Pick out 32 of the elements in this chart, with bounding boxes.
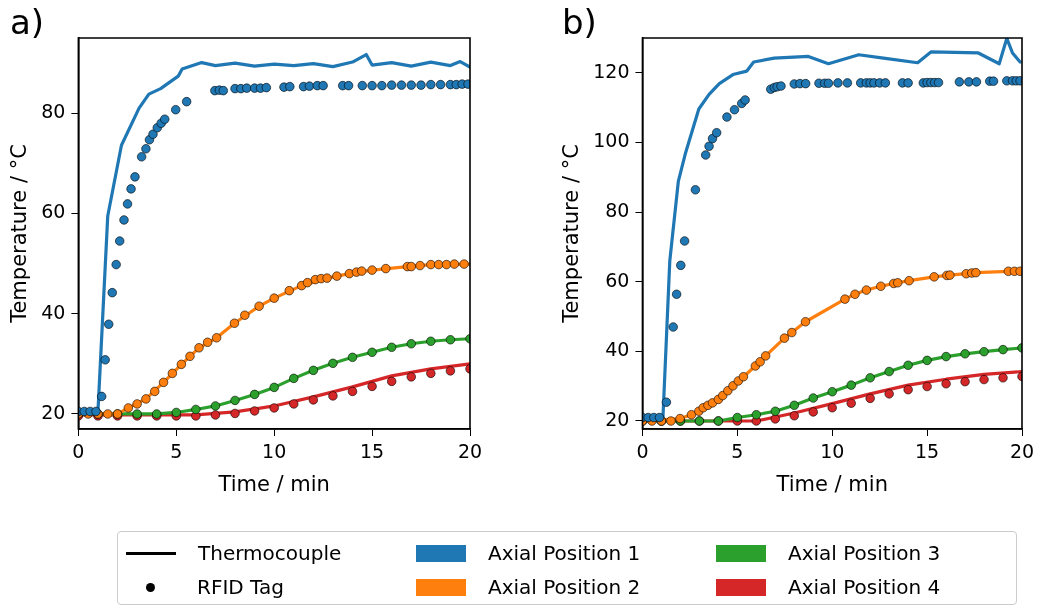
y-tick-label: 60: [605, 268, 630, 291]
chart-title: a): [10, 2, 45, 42]
x-axis-title: Time / min: [775, 471, 888, 496]
text: RFID Tag: [197, 575, 284, 599]
legend-label: Axial Position 1: [488, 541, 641, 565]
y-tick-label: 40: [605, 338, 630, 361]
text: Thermocouple: [198, 541, 342, 565]
x-tick-label: 5: [170, 440, 183, 463]
x-tick-label: 20: [1009, 440, 1035, 463]
x-tick-label: 20: [457, 440, 483, 463]
y-tick-label: 80: [605, 199, 630, 222]
legend-label: Axial Position 4: [788, 575, 941, 599]
legend-label: Axial Position 2: [488, 575, 641, 599]
x-tick-label: 5: [731, 440, 744, 463]
x-axis-title: Time / min: [217, 471, 330, 496]
y-tick-label: 100: [593, 129, 630, 152]
legend-label: Axial Position 3: [788, 541, 941, 565]
x-tick-label: 15: [915, 440, 940, 463]
y-tick-label: 20: [605, 407, 630, 430]
chart-title: b): [562, 2, 597, 42]
y-tick-label: 80: [41, 100, 66, 123]
x-tick-label: 0: [636, 440, 649, 463]
x-tick-label: 15: [360, 440, 385, 463]
x-tick-label: 10: [820, 440, 845, 463]
y-tick-label: 60: [41, 200, 66, 223]
y-axis-title: Temperature / °C: [7, 144, 32, 324]
x-tick-label: 10: [262, 440, 287, 463]
y-axis-title: Temperature / °C: [559, 144, 584, 324]
y-tick-label: 40: [41, 300, 66, 323]
y-tick-label: 120: [593, 59, 630, 82]
x-tick-label: 0: [72, 440, 85, 463]
y-tick-label: 20: [41, 400, 66, 423]
